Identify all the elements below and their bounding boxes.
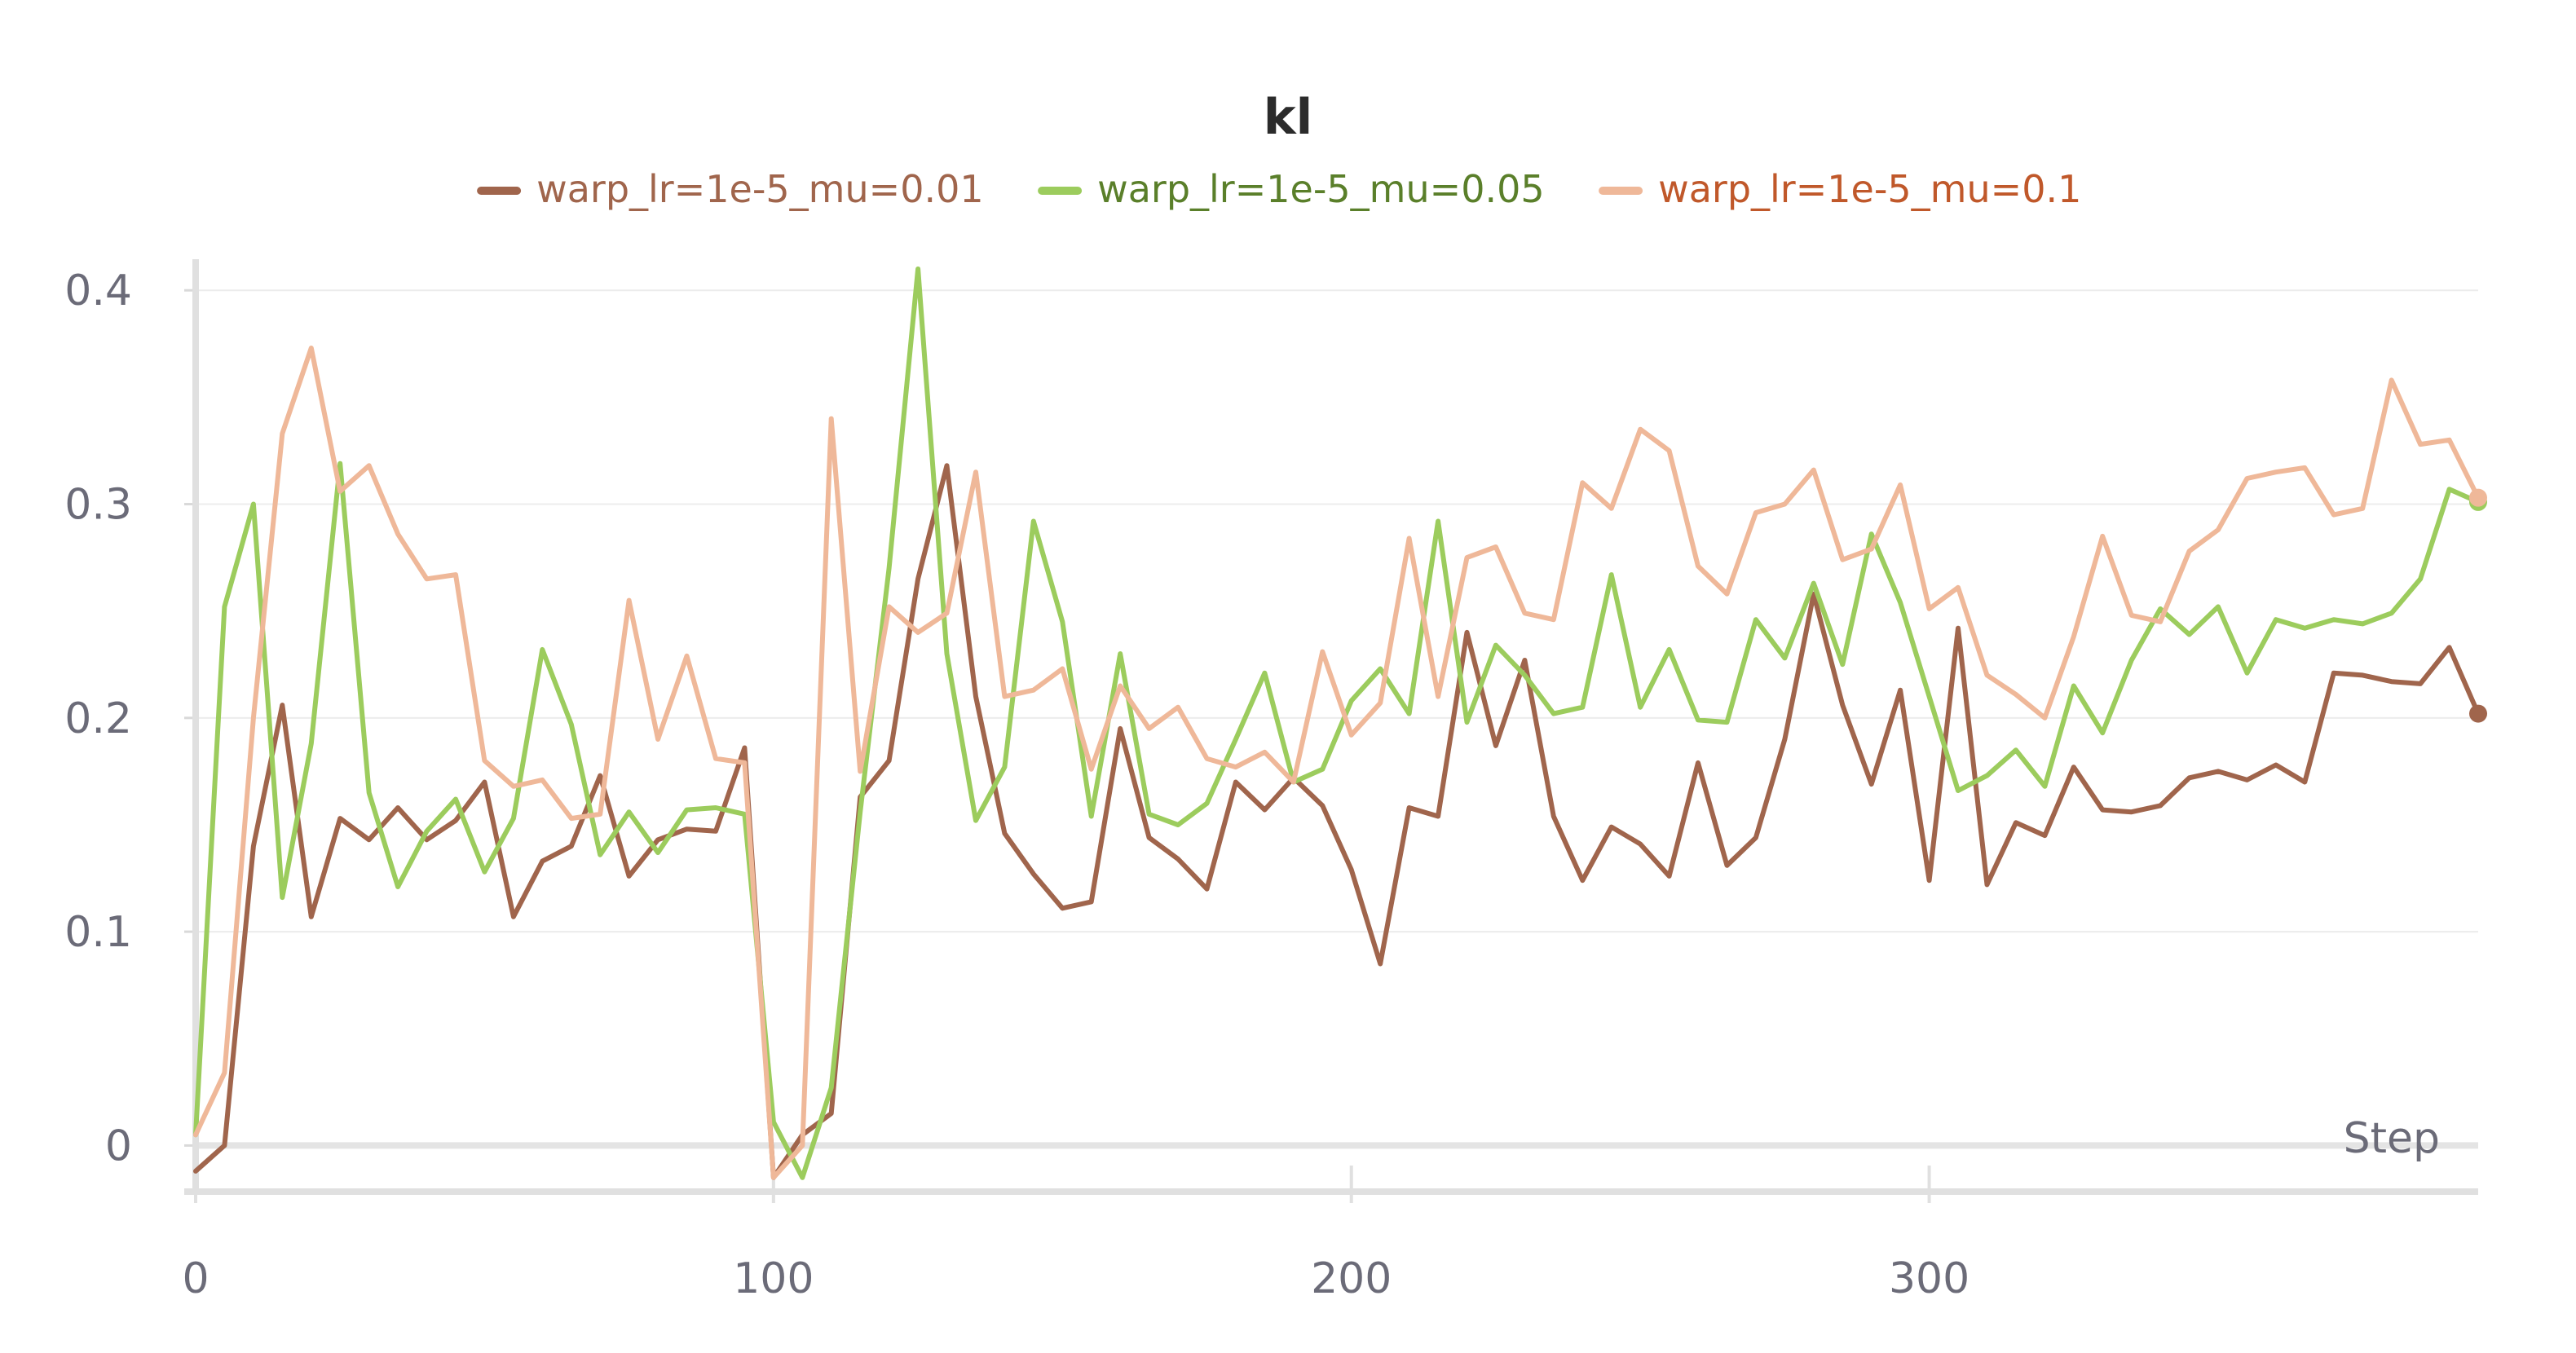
series-line-1 (193, 463, 2481, 1180)
series-layer (193, 267, 2487, 1180)
series-end-marker-3 (2469, 488, 2487, 507)
chart-title: kl (1264, 89, 1312, 146)
legend: warp_lr=1e-5_mu=0.01 warp_lr=1e-5_mu=0.05… (477, 167, 2081, 211)
x-tick-label: 100 (733, 1254, 814, 1303)
y-tick-label: 0 (105, 1122, 132, 1170)
legend-label-2: warp_lr=1e-5_mu=0.05 (1097, 167, 1545, 211)
series-line-3 (193, 346, 2481, 1180)
x-tick-label: 0 (182, 1254, 209, 1303)
legend-label-1: warp_lr=1e-5_mu=0.01 (536, 167, 984, 211)
series-end-marker-1 (2469, 704, 2487, 723)
grid (196, 289, 2478, 1149)
x-axis-title: Step (2344, 1114, 2440, 1163)
series-line-2 (193, 267, 2481, 1180)
y-tick-label: 0.4 (64, 267, 132, 315)
x-tick-label: 300 (1889, 1254, 1969, 1303)
y-tick-label: 0.1 (64, 908, 132, 957)
legend-label-3: warp_lr=1e-5_mu=0.1 (1658, 167, 2081, 211)
x-tick-label: 200 (1311, 1254, 1392, 1303)
axes: 0 0.1 0.2 0.3 0.4 0 100 200 300 (64, 259, 2478, 1303)
y-tick-label: 0.3 (64, 481, 132, 530)
y-tick-label: 0.2 (64, 694, 132, 743)
